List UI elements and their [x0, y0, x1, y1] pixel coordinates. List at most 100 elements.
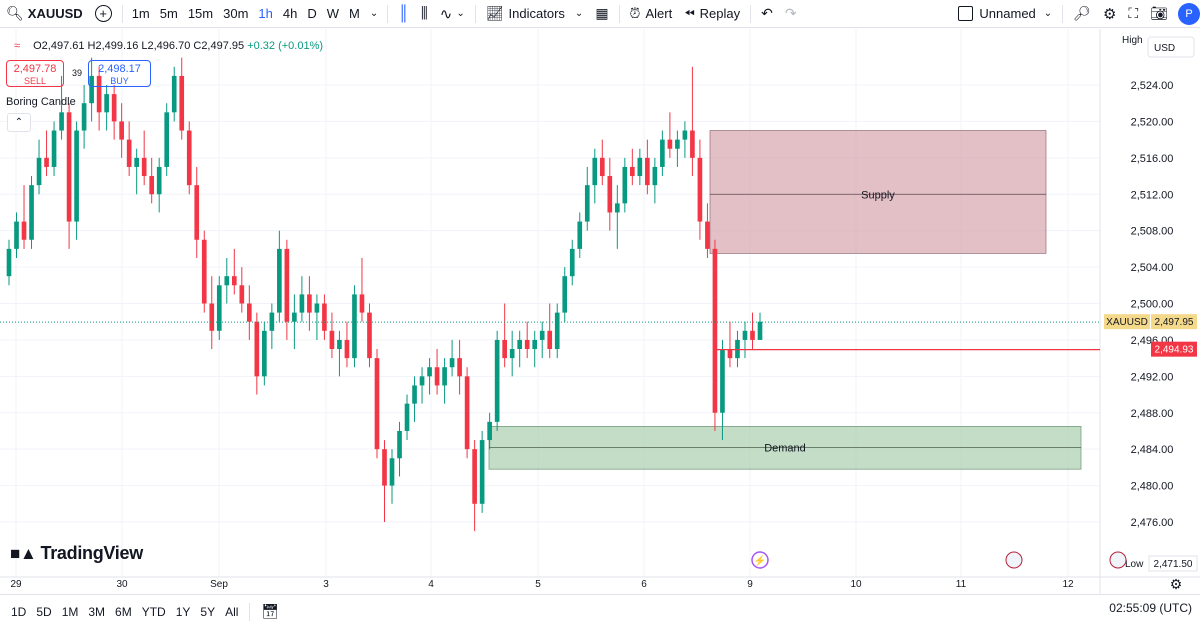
- legend-high: H2,499.16: [87, 40, 139, 52]
- timeframe-m[interactable]: M: [349, 6, 360, 21]
- camera-icon: 📷︎: [1150, 5, 1168, 21]
- candle-body: [705, 221, 710, 249]
- candle-body: [66, 112, 72, 222]
- candle-body: [254, 321, 260, 377]
- range-1y[interactable]: 1Y: [175, 604, 191, 619]
- collapse-legend-button[interactable]: ⌃: [7, 113, 31, 132]
- time-tick-label: 3: [323, 579, 329, 590]
- divider: [121, 4, 123, 23]
- indicator-name[interactable]: Boring Candle: [6, 96, 76, 108]
- candle-body: [111, 94, 117, 122]
- candle-body: [14, 221, 19, 249]
- candle-body: [675, 139, 680, 149]
- timeframe-15m[interactable]: 15m: [187, 6, 214, 21]
- layout-button[interactable]: ▦: [589, 0, 614, 28]
- candle-body: [337, 339, 342, 350]
- quick-search-button[interactable]: 🔎︎: [1067, 0, 1097, 28]
- supply-label: Supply: [861, 189, 895, 201]
- candle-body: [224, 276, 230, 286]
- candle-body: [239, 285, 245, 304]
- symbol-search[interactable]: 🔍︎ XAUUSD: [0, 0, 89, 28]
- candle-body: [464, 376, 470, 450]
- range-5d[interactable]: 5D: [36, 604, 52, 619]
- time-tick-label: 4: [428, 579, 434, 590]
- price-tick-label: 2,492.00: [1131, 371, 1174, 383]
- candle-body: [277, 248, 282, 313]
- range-5y[interactable]: 5Y: [200, 604, 216, 619]
- fullscreen-button[interactable]: ⛶: [1122, 0, 1144, 28]
- candle-body: [607, 176, 613, 213]
- settings-button[interactable]: ⚙: [1097, 0, 1122, 28]
- bars-icon: ⫼: [420, 5, 428, 22]
- candle-body: [457, 358, 462, 377]
- timeframe-1m[interactable]: 1m: [131, 6, 150, 21]
- compare-symbol-button[interactable]: +: [89, 0, 118, 28]
- time-tick-label: 10: [850, 579, 862, 590]
- candle-body: [494, 339, 500, 422]
- candle-body: [412, 385, 417, 404]
- candle-body: [194, 185, 200, 240]
- range-6m[interactable]: 6M: [115, 604, 132, 619]
- chart-pane[interactable]: Supply Demand 2,524.00 2,520.00 2,516.00 2,51…: [0, 29, 1200, 594]
- timeframe-group: 1m 5m 15m 30m 1h 4h D W M ⌄: [127, 6, 384, 21]
- candle-body: [216, 285, 222, 331]
- chart-type-button[interactable]: ║: [392, 0, 415, 28]
- redo-button[interactable]: ↷: [779, 0, 803, 28]
- range-ytd[interactable]: YTD: [141, 604, 166, 619]
- alarm-clock-icon: ⏰︎: [629, 5, 641, 21]
- alert-button[interactable]: ⏰︎ Alert: [624, 0, 679, 28]
- low-price-tag-bg: [1148, 555, 1198, 572]
- candle-body: [29, 185, 34, 240]
- candle-body: [171, 75, 177, 113]
- tv-logo-icon: ■▲: [10, 544, 37, 563]
- candle-body: [329, 330, 335, 350]
- candle-body: [51, 130, 57, 167]
- price-tick-label: 2,520.00: [1131, 116, 1174, 128]
- candle-body: [36, 157, 42, 186]
- user-avatar[interactable]: P: [1178, 2, 1200, 25]
- timeframe-d[interactable]: D: [307, 6, 317, 21]
- candle-body: [104, 94, 109, 113]
- range-all[interactable]: All: [225, 604, 239, 619]
- divider: [387, 4, 389, 23]
- redo-icon: ↷: [784, 5, 797, 21]
- divider: [474, 4, 476, 23]
- undo-button[interactable]: ↶: [755, 0, 779, 28]
- sell-button[interactable]: 2,497.78 SELL: [6, 60, 64, 87]
- time-tick-label: 9: [747, 579, 753, 590]
- buy-button[interactable]: 2,498.17 BUY: [88, 60, 151, 87]
- replay-button[interactable]: ⏪︎ Replay: [678, 0, 746, 28]
- alert-label: Alert: [645, 6, 673, 21]
- candle-body: [712, 248, 718, 413]
- candle-body: [442, 367, 447, 386]
- layout-name-button[interactable]: Unnamed ⌄: [952, 0, 1058, 28]
- candle-body: [404, 403, 410, 431]
- range-3m[interactable]: 3M: [88, 604, 106, 619]
- range-1d[interactable]: 1D: [11, 604, 27, 619]
- price-tick-label: 2,480.00: [1131, 481, 1174, 493]
- candle-body: [397, 430, 402, 459]
- undo-icon: ↶: [761, 5, 773, 21]
- indicators-button[interactable]: 📈︎ Indicators ⌄: [480, 0, 590, 28]
- price-tick-label: 2,508.00: [1131, 226, 1174, 238]
- candle-body: [472, 449, 477, 504]
- timeframe-1h[interactable]: 1h: [258, 6, 273, 21]
- goto-date-button[interactable]: 📅︎: [256, 603, 284, 620]
- timeframe-w[interactable]: W: [326, 6, 340, 21]
- divider: [750, 4, 752, 23]
- candle-body: [652, 166, 658, 186]
- candle-body: [682, 130, 688, 140]
- timeframe-4h[interactable]: 4h: [282, 6, 298, 21]
- line-type-button[interactable]: ∿ ⌄: [434, 0, 471, 28]
- range-1m[interactable]: 1M: [61, 604, 79, 619]
- timeframe-30m[interactable]: 30m: [223, 6, 249, 21]
- candle-body: [757, 321, 763, 340]
- utc-clock[interactable]: 02:55:09 (UTC): [1109, 601, 1192, 615]
- timeframe-5m[interactable]: 5m: [159, 6, 178, 21]
- bar-type-button[interactable]: ⫼: [415, 0, 434, 28]
- candle-body: [352, 294, 357, 359]
- candle-body: [517, 339, 523, 350]
- chevron-down-icon[interactable]: ⌄: [369, 8, 379, 19]
- snapshot-button[interactable]: 📷︎: [1144, 0, 1174, 28]
- time-tick-label: 29: [10, 579, 22, 590]
